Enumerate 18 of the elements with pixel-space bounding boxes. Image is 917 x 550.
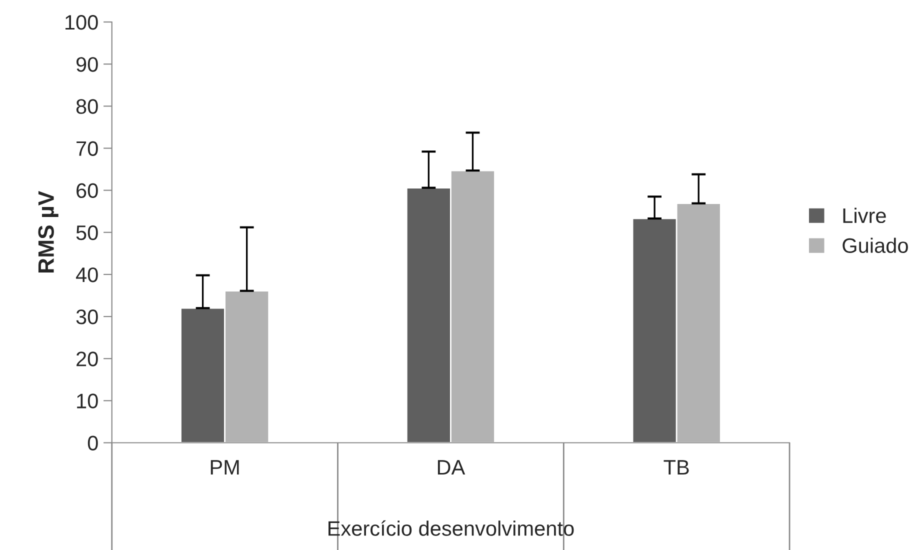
y-tick-label: 50	[76, 225, 98, 240]
legend-label: Livre	[843, 208, 886, 224]
y-tick-label: 70	[76, 141, 98, 156]
y-axis-title: RMS µV	[38, 190, 58, 272]
y-tick-label: 100	[66, 15, 98, 30]
x-tick-label: DA	[438, 460, 466, 475]
y-tick-label: 0	[88, 436, 98, 451]
legend-label: Guiado	[842, 238, 908, 253]
y-tick-label: 30	[76, 310, 98, 324]
y-tick-label: 10	[77, 394, 98, 408]
y-tick-label: 90	[76, 57, 98, 72]
x-axis-title: Exercício desenvolvimento	[328, 520, 574, 536]
x-tick-label: TB	[664, 460, 689, 475]
y-tick-label: 20	[76, 352, 98, 366]
y-tick-label: 60	[76, 183, 98, 198]
y-tick-label: 80	[76, 99, 98, 114]
x-tick-label: PM	[210, 460, 239, 475]
y-tick-label: 40	[76, 267, 98, 282]
